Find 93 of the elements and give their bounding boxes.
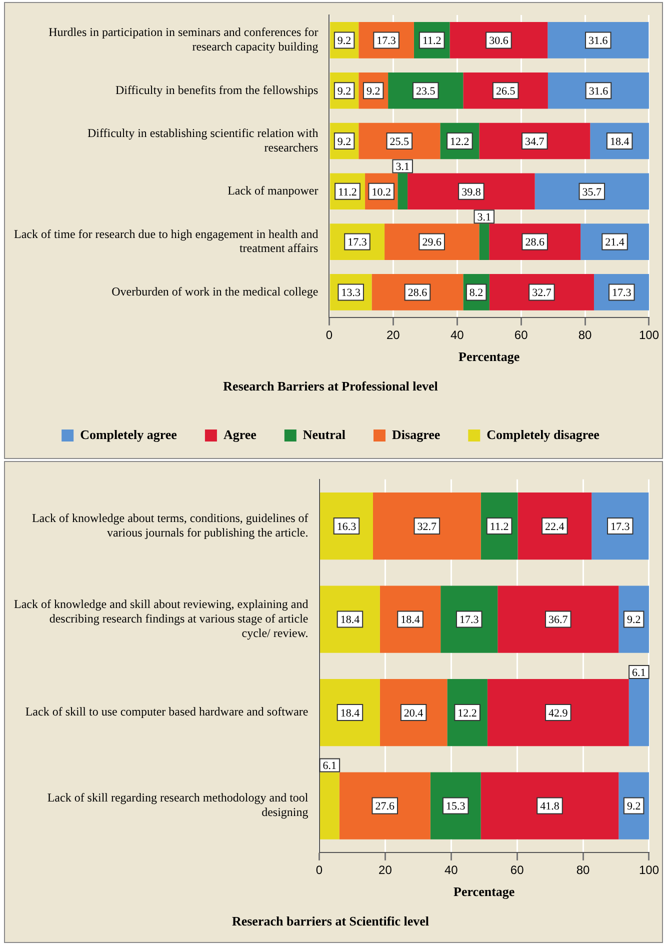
x-axis-title: Percentage <box>458 348 520 364</box>
x-axis-title: Percentage <box>454 884 515 899</box>
bar <box>487 678 629 746</box>
data-label: 9.2 <box>337 35 352 48</box>
data-label: 12.2 <box>458 707 477 720</box>
legend-label: Agree <box>223 426 257 442</box>
y-tick-label: Difficulty in benefits from the fellowships <box>115 82 319 97</box>
data-label: 18.4 <box>340 614 360 626</box>
bar <box>480 772 619 840</box>
data-label: 20.4 <box>404 707 424 720</box>
data-label: 36.7 <box>548 614 568 626</box>
text: Reserach barriers at Scientific level <box>232 914 430 929</box>
bar <box>408 173 535 210</box>
x-tick-label: 40 <box>444 862 458 877</box>
data-label: 25.5 <box>390 136 410 148</box>
data-label: 28.6 <box>525 236 545 249</box>
y-tick-label: Lack of time for research due to high engagement in health and treatment affairs <box>14 226 319 256</box>
data-label: 30.6 <box>489 35 509 48</box>
data-label: 28.6 <box>408 287 428 300</box>
y-tick-label: Overburden of work in the medical college <box>112 284 318 298</box>
bar <box>518 492 592 560</box>
data-label: 12.2 <box>450 136 470 148</box>
data-label: 18.4 <box>340 707 360 720</box>
bar <box>373 492 481 560</box>
x-tick-label: 100 <box>638 328 660 342</box>
data-label: 17.3 <box>376 35 396 48</box>
data-label: 9.2 <box>626 800 641 813</box>
data-label: 17.3 <box>612 287 632 300</box>
data-label: 6.1 <box>632 666 646 679</box>
data-label: 34.7 <box>525 136 545 148</box>
bar <box>339 772 430 840</box>
data-label: 23.5 <box>416 85 436 98</box>
data-label: 26.5 <box>496 85 516 98</box>
legend-label: Completely agree <box>80 426 178 442</box>
y-tick-label: Hurdles in participation in seminars and conferences for research capacity building <box>48 25 318 54</box>
legend-label: Neutral <box>302 426 346 442</box>
x-tick-label: 0 <box>316 862 323 877</box>
data-label: 21.4 <box>605 236 625 249</box>
data-label: 41.8 <box>540 800 560 813</box>
data-label: 31.6 <box>588 85 609 98</box>
x-tick-label: 60 <box>510 862 524 877</box>
data-label: 3.1 <box>477 212 492 224</box>
bar <box>380 586 441 653</box>
data-label: 39.8 <box>462 186 482 198</box>
data-label: 16.3 <box>336 520 357 533</box>
y-tick-label: Lack of manpower <box>228 184 318 198</box>
text: Research Barriers at Professional level <box>223 378 438 394</box>
data-label: 9.2 <box>626 614 641 626</box>
y-tick-label: Lack of knowledge about terms, conditions, guidelines of various journals for publishing the article. <box>32 510 308 540</box>
y-tick-label: Lack of skill to use computer based hardware and software <box>25 704 308 719</box>
legend-label: Completely disagree <box>486 426 600 442</box>
x-tick-label: 100 <box>638 862 660 877</box>
data-label: 8.2 <box>469 287 484 300</box>
data-label: 3.1 <box>396 161 410 174</box>
y-tick-label: Lack of knowledge and skill about reviewing, explaining and describing research findings at various stage of article cycle/ review. <box>14 597 308 640</box>
bar <box>380 678 448 746</box>
data-label: 27.6 <box>375 800 395 813</box>
bar <box>498 586 619 653</box>
data-label: 6.1 <box>322 760 337 772</box>
x-tick-label: 80 <box>578 328 592 342</box>
bar <box>320 678 380 746</box>
data-label: 11.2 <box>422 35 442 48</box>
bar <box>548 72 649 109</box>
x-tick-label: 20 <box>378 862 392 877</box>
x-tick-label: 80 <box>576 862 590 877</box>
data-label: 11.2 <box>490 520 509 533</box>
data-label: 17.3 <box>610 520 630 533</box>
x-tick-label: 40 <box>450 328 464 342</box>
y-tick-label: Lack of skill regarding research methodology and tool designing <box>47 790 309 820</box>
y-tick-label: Difficulty in establishing scientific relation with researchers <box>87 126 319 154</box>
legend-label: Disagree <box>392 426 440 442</box>
x-tick-label: 60 <box>514 328 528 342</box>
data-label: 31.6 <box>588 35 608 48</box>
data-label: 18.4 <box>610 136 630 148</box>
data-label: 32.7 <box>417 520 438 533</box>
data-label: 35.7 <box>582 186 602 198</box>
data-label: 15.3 <box>446 800 466 813</box>
data-label: 22.4 <box>545 520 565 533</box>
data-label: 11.2 <box>338 186 357 198</box>
x-tick-label: 0 <box>326 328 333 342</box>
data-label: 10.2 <box>372 186 391 198</box>
data-label: 9.2 <box>337 136 352 148</box>
data-label: 42.9 <box>548 707 568 720</box>
data-label: 29.6 <box>422 236 442 249</box>
data-label: 13.3 <box>341 287 361 300</box>
data-label: 9.2 <box>366 85 380 98</box>
data-label: 18.4 <box>400 614 420 626</box>
data-label: 32.7 <box>532 287 552 300</box>
data-label: 9.2 <box>337 85 352 98</box>
x-tick-label: 20 <box>386 328 400 342</box>
data-label: 17.3 <box>348 236 368 249</box>
data-label: 17.3 <box>459 614 480 626</box>
bar <box>450 22 548 58</box>
